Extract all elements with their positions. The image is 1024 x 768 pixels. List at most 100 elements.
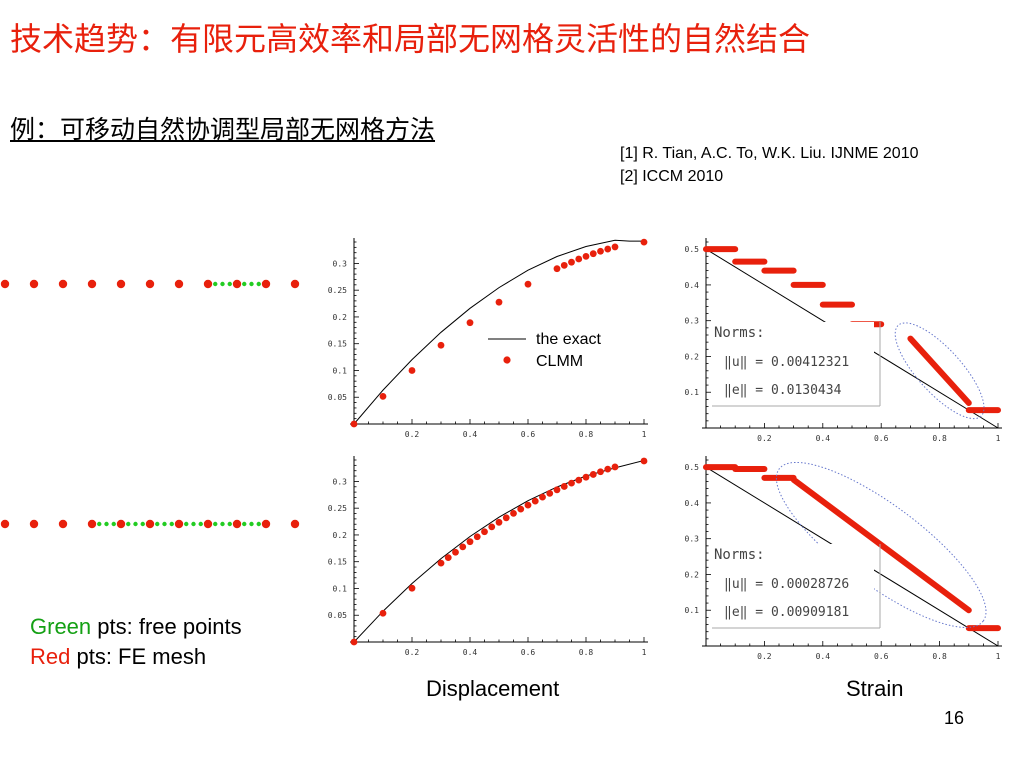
- free-point: [104, 521, 109, 527]
- clmm-point: [640, 238, 648, 246]
- y-tick-label: 0.05: [328, 611, 347, 620]
- clmm-point: [481, 528, 488, 536]
- free-point: [249, 521, 254, 527]
- free-point: [256, 281, 261, 287]
- x-tick-label: 0.2: [405, 648, 420, 657]
- clmm-point: [524, 280, 532, 288]
- caption-displacement: Displacement: [426, 676, 560, 701]
- fe-node: [232, 519, 242, 529]
- fe-node: [232, 279, 242, 289]
- legend-exact-label: the exact: [536, 331, 601, 348]
- clmm-point: [473, 533, 481, 541]
- y-tick-label: 0.5: [685, 245, 700, 254]
- fe-node: [174, 279, 184, 289]
- free-point: [242, 521, 247, 527]
- fe-node: [203, 519, 213, 529]
- free-point: [249, 281, 254, 287]
- clmm-point: [553, 486, 561, 494]
- legend-clmm-marker: [503, 356, 511, 364]
- clmm-point: [350, 638, 358, 646]
- x-tick-label: 0.6: [874, 434, 889, 442]
- y-tick-label: 0.15: [328, 558, 347, 567]
- norm-value: ‖e‖ = 0.0130434: [724, 383, 842, 398]
- free-point: [162, 521, 167, 527]
- x-tick-label: 0.2: [405, 430, 420, 439]
- norms-box: [712, 544, 874, 628]
- x-tick-label: 0.4: [816, 434, 831, 442]
- clmm-point: [350, 420, 358, 428]
- free-point: [155, 521, 160, 527]
- slide-subtitle: 例：可移动自然协调型局部无网格方法: [10, 115, 436, 144]
- clmm-point: [560, 261, 568, 269]
- norms-title: Norms:: [714, 547, 765, 563]
- exact-curve: [353, 459, 645, 643]
- reference-2: [2] ICCM 2010: [620, 168, 724, 185]
- red-word: Red: [30, 644, 71, 669]
- fe-node: [203, 279, 213, 289]
- norm-value: ‖u‖ = 0.00412321: [724, 355, 849, 370]
- x-tick-label: 0.6: [521, 430, 536, 439]
- clmm-free-segment: [907, 335, 972, 406]
- free-point: [256, 521, 261, 527]
- clmm-point: [444, 554, 452, 562]
- x-tick-label: 0.8: [932, 434, 947, 442]
- fe-node: [145, 519, 155, 529]
- x-tick-label: 0.6: [874, 652, 889, 660]
- fe-node: [0, 279, 10, 289]
- clmm-point: [597, 468, 604, 476]
- x-tick-label: 1: [996, 652, 1001, 660]
- strain-chart-top: 0.2 0.4 0.6 0.8 1 0.1 0.2 0.3 0.4 0.5 Norms: ‖u‖ = …: [685, 238, 1002, 442]
- clmm-point: [379, 392, 387, 400]
- x-tick-label: 0.4: [463, 430, 478, 439]
- clmm-point: [524, 501, 532, 509]
- point-legend: Green pts: free points Red pts: FE mesh: [30, 612, 242, 672]
- clmm-point: [408, 584, 416, 592]
- clmm-point: [437, 341, 445, 349]
- x-tick-label: 1: [642, 648, 647, 657]
- fe-node: [29, 279, 39, 289]
- free-point: [198, 521, 203, 527]
- exact-curve: [353, 239, 644, 425]
- clmm-point: [502, 514, 510, 522]
- free-point: [111, 521, 116, 527]
- displacement-chart-bottom: 0.2 0.4 0.6 0.8 1 0.05 0.1 0.15 0.2 0.25 0.3: [328, 456, 648, 657]
- green-desc: pts: free points: [91, 614, 242, 639]
- clmm-point: [560, 483, 568, 490]
- norms-box: [712, 322, 874, 406]
- clmm-point: [640, 457, 648, 465]
- norms-title: Norms:: [714, 325, 765, 341]
- fe-node: [87, 279, 97, 289]
- clmm-point: [553, 265, 561, 273]
- free-point: [227, 521, 232, 527]
- free-point: [213, 521, 218, 527]
- clmm-point: [495, 298, 503, 306]
- free-point: [97, 521, 102, 527]
- fe-node: [290, 519, 300, 529]
- clmm-point: [582, 252, 590, 260]
- free-point: [227, 281, 232, 287]
- x-tick-label: 0.8: [579, 430, 594, 439]
- y-tick-label: 0.1: [333, 366, 348, 375]
- clmm-point: [408, 367, 416, 374]
- fe-node: [261, 519, 271, 529]
- free-point: [213, 281, 218, 287]
- x-tick-label: 0.4: [816, 652, 831, 660]
- clmm-point: [611, 243, 619, 251]
- y-tick-label: 0.25: [328, 504, 347, 513]
- reference-1: [1] R. Tian, A.C. To, W.K. Liu. IJNME 20…: [620, 145, 919, 162]
- fe-node: [0, 519, 10, 529]
- clmm-point: [611, 463, 619, 471]
- x-tick-label: 0.6: [521, 648, 536, 657]
- y-tick-label: 0.05: [328, 393, 347, 402]
- red-desc: pts: FE mesh: [70, 644, 207, 669]
- y-tick-label: 0.25: [328, 286, 347, 295]
- y-tick-label: 0.1: [685, 388, 700, 397]
- strain-chart-bottom: 0.2 0.4 0.6 0.8 1 0.1 0.2 0.3 0.4 0.5 Norms: ‖u‖ = …: [685, 456, 1002, 660]
- clmm-point: [452, 548, 459, 556]
- displacement-chart-top: 0.2 0.4 0.6 0.8 1 0.05 0.1 0.15 0.2 0.25 0.3 the ex…: [328, 238, 648, 439]
- slide-title: 技术趋势：有限元高效率和局部无网格灵活性的自然结合: [10, 20, 811, 58]
- free-point: [133, 521, 138, 527]
- clmm-point: [517, 505, 525, 513]
- fe-node: [58, 279, 68, 289]
- y-tick-label: 0.15: [328, 340, 347, 349]
